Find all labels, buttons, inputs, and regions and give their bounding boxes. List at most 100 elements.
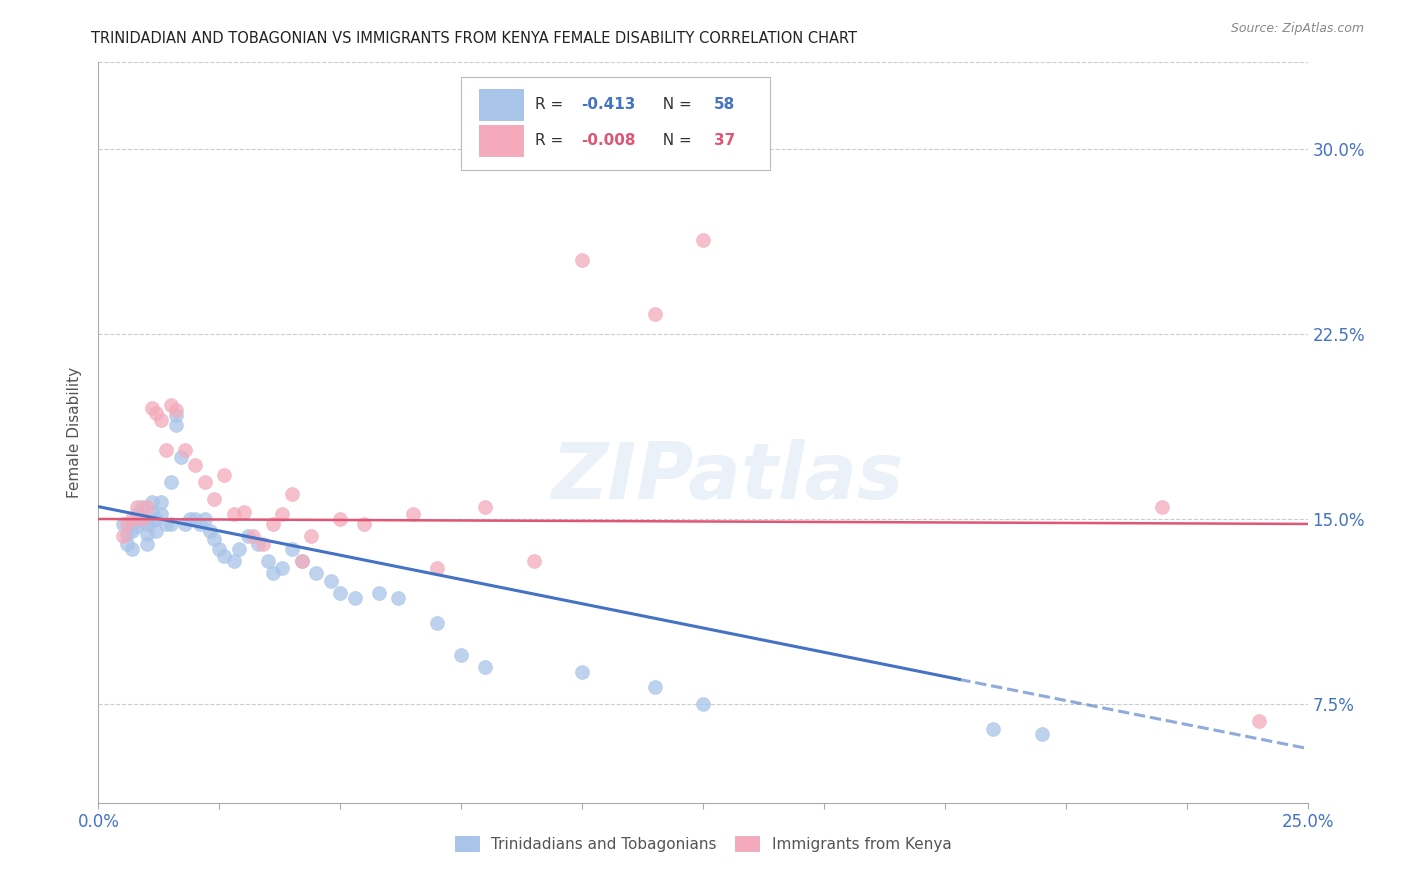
Point bbox=[692, 233, 714, 247]
Point bbox=[179, 512, 201, 526]
Point bbox=[212, 549, 235, 563]
Point bbox=[402, 507, 425, 521]
Point bbox=[169, 450, 191, 465]
Point bbox=[160, 475, 183, 489]
Point bbox=[165, 418, 187, 433]
Point bbox=[165, 409, 187, 423]
Point bbox=[188, 516, 211, 531]
Point bbox=[228, 541, 250, 556]
Point bbox=[212, 467, 235, 482]
Point bbox=[981, 722, 1004, 736]
Point bbox=[131, 500, 153, 514]
Point bbox=[121, 512, 143, 526]
Point bbox=[145, 524, 167, 539]
Point bbox=[692, 697, 714, 711]
Point bbox=[121, 524, 143, 539]
Point bbox=[150, 494, 173, 508]
Point bbox=[155, 516, 177, 531]
Point bbox=[474, 500, 496, 514]
Point bbox=[299, 529, 322, 543]
Point bbox=[319, 574, 342, 588]
Point bbox=[353, 516, 375, 531]
Point bbox=[262, 566, 284, 581]
Text: 58: 58 bbox=[714, 97, 735, 112]
Point bbox=[121, 516, 143, 531]
FancyBboxPatch shape bbox=[479, 89, 523, 120]
Point bbox=[232, 505, 254, 519]
Point bbox=[117, 526, 139, 541]
Point bbox=[281, 541, 304, 556]
Point bbox=[426, 561, 449, 575]
Point bbox=[290, 554, 312, 568]
Point bbox=[127, 500, 149, 514]
Point bbox=[111, 516, 134, 531]
Point bbox=[150, 507, 173, 521]
Point bbox=[1249, 714, 1271, 729]
Point bbox=[387, 591, 409, 605]
Point bbox=[271, 561, 294, 575]
Point bbox=[1152, 500, 1174, 514]
Text: TRINIDADIAN AND TOBAGONIAN VS IMMIGRANTS FROM KENYA FEMALE DISABILITY CORRELATIO: TRINIDADIAN AND TOBAGONIAN VS IMMIGRANTS… bbox=[91, 31, 858, 46]
Point bbox=[208, 541, 231, 556]
Point bbox=[127, 519, 149, 533]
Text: ZIPatlas: ZIPatlas bbox=[551, 439, 903, 515]
Point bbox=[198, 524, 221, 539]
Point bbox=[329, 512, 352, 526]
Point bbox=[135, 526, 157, 541]
Point bbox=[329, 586, 352, 600]
Point bbox=[184, 458, 207, 472]
Point bbox=[256, 554, 278, 568]
FancyBboxPatch shape bbox=[461, 78, 769, 169]
Text: -0.008: -0.008 bbox=[581, 133, 636, 148]
Point bbox=[141, 401, 163, 415]
Point bbox=[117, 516, 139, 531]
Point bbox=[141, 494, 163, 508]
Point bbox=[242, 529, 264, 543]
Point bbox=[141, 505, 163, 519]
Text: Source: ZipAtlas.com: Source: ZipAtlas.com bbox=[1230, 22, 1364, 36]
Point bbox=[165, 403, 187, 417]
Point bbox=[305, 566, 328, 581]
Point bbox=[184, 512, 207, 526]
Point bbox=[204, 532, 226, 546]
Point bbox=[121, 541, 143, 556]
Text: N =: N = bbox=[654, 97, 697, 112]
Text: R =: R = bbox=[534, 97, 568, 112]
Point bbox=[150, 413, 173, 427]
Point bbox=[571, 665, 593, 679]
Point bbox=[426, 615, 449, 630]
Point bbox=[523, 554, 546, 568]
Point bbox=[247, 536, 270, 550]
Point bbox=[1031, 727, 1053, 741]
Point bbox=[135, 516, 157, 531]
Point bbox=[262, 516, 284, 531]
Point bbox=[174, 442, 197, 457]
Text: 37: 37 bbox=[714, 133, 735, 148]
Point bbox=[252, 536, 274, 550]
Point bbox=[281, 487, 304, 501]
Point bbox=[131, 512, 153, 526]
Y-axis label: Female Disability: Female Disability bbox=[67, 367, 83, 499]
Point bbox=[135, 500, 157, 514]
Point bbox=[131, 515, 153, 529]
Point bbox=[145, 512, 167, 526]
Point bbox=[271, 507, 294, 521]
Point bbox=[450, 648, 472, 662]
Point bbox=[343, 591, 366, 605]
Point bbox=[160, 399, 183, 413]
Point bbox=[644, 307, 666, 321]
Point bbox=[111, 529, 134, 543]
Point bbox=[160, 516, 183, 531]
Text: R =: R = bbox=[534, 133, 568, 148]
Point bbox=[141, 515, 163, 529]
Point bbox=[117, 536, 139, 550]
Point bbox=[238, 529, 260, 543]
Point bbox=[290, 554, 312, 568]
Point bbox=[127, 507, 149, 521]
Point bbox=[135, 536, 157, 550]
Point bbox=[194, 475, 217, 489]
Point bbox=[644, 680, 666, 694]
FancyBboxPatch shape bbox=[479, 125, 523, 156]
Point bbox=[474, 660, 496, 674]
Point bbox=[204, 492, 226, 507]
